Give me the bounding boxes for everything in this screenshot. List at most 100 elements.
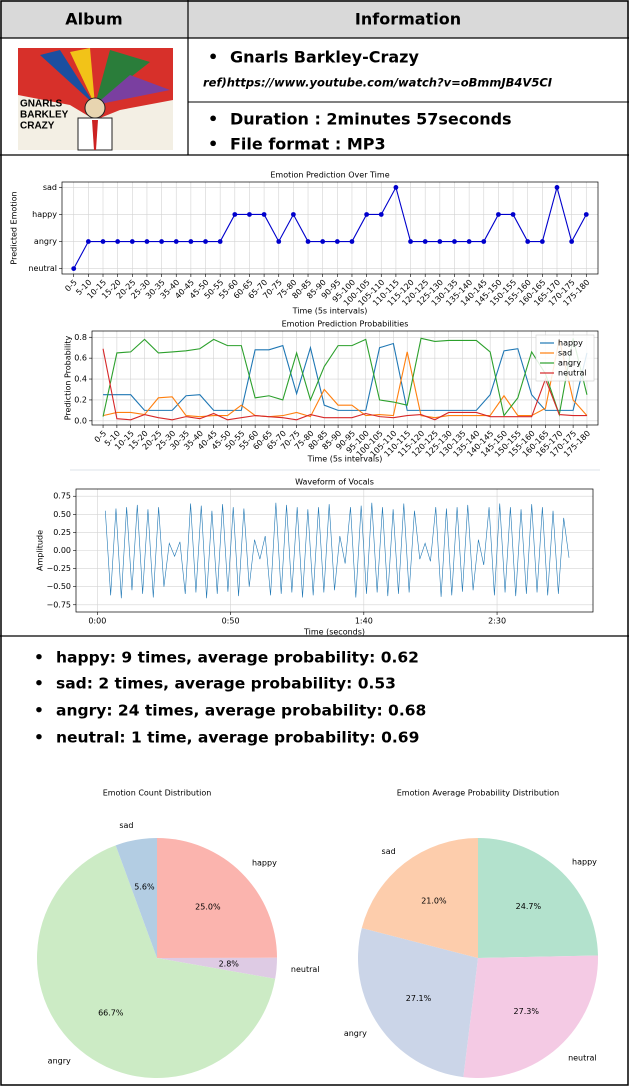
slice-label: sad [382,847,396,856]
bullet: • [34,649,44,667]
legend-label: sad [558,349,572,358]
slice-percent: 2.8% [219,960,240,969]
pie-slice [115,838,157,958]
y-tick-label: −0.50 [46,582,71,591]
point [159,239,164,244]
summary-item: angry: 24 times, average probability: 0.… [56,702,426,720]
slice-percent: 27.1% [406,994,432,1003]
x-tick-label: 2:30 [488,617,506,626]
slice-label: happy [572,858,597,867]
header-cell: Album [65,10,122,29]
legend-label: neutral [558,369,587,378]
y-axis-label: Amplitude [36,530,45,571]
chart-title: Emotion Count Distribution [103,789,212,798]
reference-url: ref)https://www.youtube.com/watch?v=oBmm… [203,76,553,90]
file-format: File format : MP3 [230,135,386,154]
point [129,239,135,244]
y-tick-label: happy [32,210,57,219]
song-title: Gnarls Barkley-Crazy [230,48,419,67]
pie-slice [36,845,276,1079]
pie-slice [478,838,598,958]
slice-percent: 25.0% [195,903,221,912]
point [276,239,282,244]
header-cell: Information [355,10,461,29]
x-axis-label: Time (5s intervals) [292,307,368,316]
legend-label: happy [558,339,583,348]
y-tick-label: 0.4 [74,375,87,384]
point [71,266,77,271]
y-tick-label: 0.00 [53,546,71,555]
point [364,212,370,217]
summary-item: neutral: 1 time, average probability: 0.… [56,729,419,747]
y-tick-label: 0.75 [53,492,71,501]
point [247,212,252,217]
plot-frame [61,181,599,275]
point [203,239,208,244]
point [569,239,575,244]
bullet: • [208,135,218,154]
series-line [102,348,587,421]
series-line [103,342,588,411]
y-tick-label: neutral [28,264,57,273]
slice-label: angry [344,1029,367,1038]
point [466,239,472,244]
point [290,212,296,217]
point [525,239,531,244]
y-tick-label: 0.8 [74,333,87,342]
pie-slice [361,838,478,958]
series-line [73,185,587,269]
slice-percent: 5.6% [134,883,155,892]
chart-title: Emotion Prediction Over Time [270,171,389,180]
point [232,212,238,217]
point [422,239,428,244]
point [188,239,194,244]
series-line [102,339,588,419]
point [510,212,516,217]
point [554,185,560,190]
point [408,239,413,244]
point [320,239,326,244]
x-tick-label: 0:50 [222,617,240,626]
y-tick-label: angry [34,237,57,246]
slice-percent: 24.7% [516,902,542,911]
y-tick-label: 0.25 [53,528,71,537]
point [452,239,457,244]
point [261,212,267,217]
point [393,185,399,190]
series-line [102,337,588,417]
point [85,239,91,244]
bullet: • [208,48,218,67]
bullet: • [34,729,44,747]
slice-percent: 21.0% [421,897,447,906]
summary-item: sad: 2 times, average probability: 0.53 [56,675,396,693]
x-tick-label: 1:40 [355,617,373,626]
header-bg [0,0,629,38]
legend-label: angry [558,359,581,368]
point [100,239,106,244]
point [349,239,355,244]
point [144,239,150,244]
point [115,239,121,244]
summary-item: happy: 9 times, average probability: 0.6… [56,649,419,667]
point [173,239,179,244]
y-axis-label: Prediction Probability [64,335,73,420]
point [481,239,487,244]
point [305,239,311,244]
slice-label: sad [119,821,133,830]
slice-label: neutral [291,965,320,974]
pie-slice [157,957,278,979]
slice-percent: 66.7% [98,1009,124,1018]
chart-title: Emotion Average Probability Distribution [397,789,560,798]
bullet: • [208,110,218,129]
point [539,239,545,244]
x-axis-label: Time (seconds) [303,628,365,637]
pie-slice [463,955,599,1078]
slice-label: neutral [568,1053,597,1062]
cover-text: CRAZY [20,121,55,132]
album-cover: GNARLS BARKLEY CRAZY [18,48,173,151]
y-tick-label: −0.75 [46,600,71,609]
x-axis-label: Time (5s intervals) [307,455,383,464]
y-tick-label: 0.0 [74,416,87,425]
